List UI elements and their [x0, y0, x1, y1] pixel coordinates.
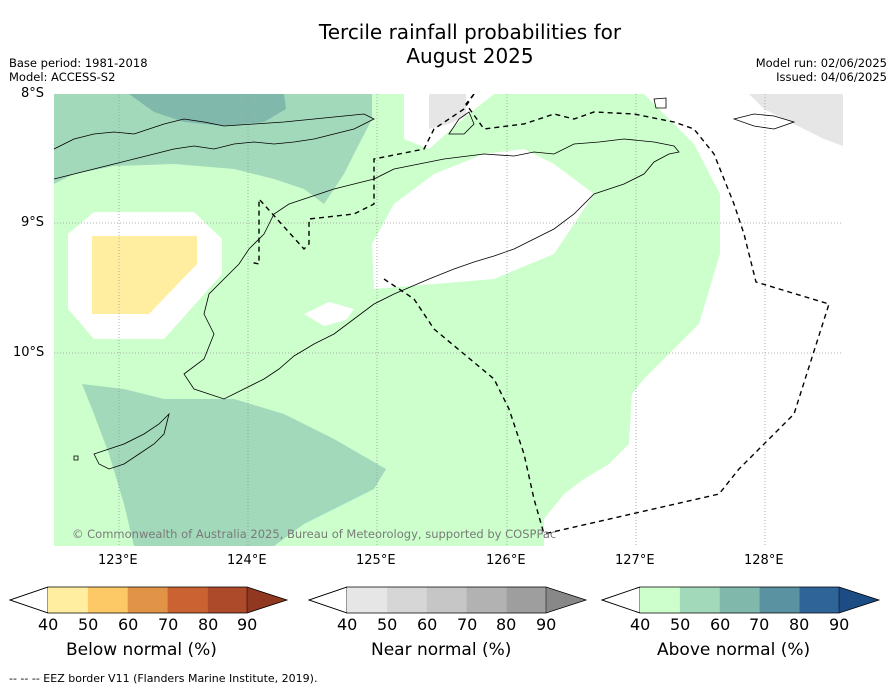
eez-border	[249, 94, 830, 535]
near-40-region-northeast	[749, 94, 843, 146]
near-colorbar-segment-3	[466, 587, 507, 613]
below-normal-label: Below normal (%)	[66, 640, 217, 660]
near-40-region-north	[429, 94, 466, 129]
cb-below-tick-60: 60	[118, 615, 139, 634]
lon-tick-126e: 126°E	[486, 553, 526, 568]
cb-near-tick-80: 80	[496, 615, 517, 634]
near-colorbar-segment-1	[386, 587, 427, 613]
cb-below-tick-70: 70	[158, 615, 179, 634]
cb-above-tick-60: 60	[710, 615, 731, 634]
cb-above-tick-70: 70	[749, 615, 770, 634]
above-colorbar-high-extension	[839, 587, 879, 613]
cb-above-tick-50: 50	[670, 615, 691, 634]
cb-below-tick-40: 40	[38, 615, 59, 634]
above-colorbar-segment-3	[759, 587, 800, 613]
below-colorbar-segment-2	[127, 587, 168, 613]
lat-tick-9s: 9°S	[21, 215, 45, 230]
colorbar-above	[600, 586, 881, 614]
above-colorbar-segment-0	[640, 587, 680, 613]
cb-below-tick-90: 90	[237, 615, 258, 634]
below-colorbar-high-extension	[247, 587, 287, 613]
cb-near-tick-60: 60	[417, 615, 438, 634]
above-colorbar-segment-4	[799, 587, 839, 613]
cb-near-tick-70: 70	[457, 615, 478, 634]
lon-tick-128e: 128°E	[744, 553, 784, 568]
graticule	[54, 94, 843, 546]
near-normal-label: Near normal (%)	[371, 640, 512, 660]
lat-tick-10s: 10°S	[13, 345, 45, 360]
cb-near-tick-90: 90	[536, 615, 557, 634]
near-colorbar-segment-4	[506, 587, 546, 613]
near-colorbar-segment-2	[426, 587, 467, 613]
map-title-line2: August 2025	[406, 44, 534, 68]
base-period-label: Base period: 1981-2018	[9, 56, 148, 70]
above-colorbar-segment-1	[679, 587, 720, 613]
above-colorbar-segment-2	[719, 587, 760, 613]
lon-tick-124e: 124°E	[227, 553, 267, 568]
lon-tick-125e: 125°E	[356, 553, 396, 568]
model-label: Model: ACCESS-S2	[9, 70, 116, 84]
cb-near-tick-40: 40	[337, 615, 358, 634]
cb-below-tick-80: 80	[198, 615, 219, 634]
cb-above-tick-90: 90	[829, 615, 850, 634]
below-colorbar-segment-0	[48, 587, 88, 613]
above-60-region-north	[129, 94, 286, 126]
lon-tick-123e: 123°E	[98, 553, 138, 568]
below-colorbar-segment-3	[167, 587, 208, 613]
near-colorbar-low-extension	[307, 586, 348, 614]
above-colorbar-low-extension	[600, 586, 641, 614]
probability-map: © Commonwealth of Australia 2025, Bureau…	[54, 94, 843, 546]
below-colorbar-segment-4	[207, 587, 247, 613]
lon-tick-127e: 127°E	[615, 553, 655, 568]
cb-near-tick-50: 50	[377, 615, 398, 634]
below-colorbar-low-extension	[8, 586, 49, 614]
map-title-line1: Tercile rainfall probabilities for	[318, 20, 622, 44]
above-normal-label: Above normal (%)	[657, 640, 811, 660]
model-run-label: Model run: 02/06/2025	[755, 56, 887, 70]
colorbar-below	[8, 586, 289, 614]
lat-tick-8s: 8°S	[21, 86, 45, 101]
coastline	[54, 97, 796, 470]
issued-label: Issued: 04/06/2025	[776, 70, 887, 84]
cb-below-tick-50: 50	[78, 615, 99, 634]
cb-above-tick-40: 40	[630, 615, 651, 634]
near-colorbar-segment-0	[347, 587, 387, 613]
below-colorbar-segment-1	[87, 587, 128, 613]
near-colorbar-high-extension	[546, 587, 586, 613]
below-40-region	[92, 236, 197, 314]
cb-above-tick-80: 80	[789, 615, 810, 634]
copyright-text: © Commonwealth of Australia 2025, Bureau…	[72, 527, 556, 541]
colorbar-near	[307, 586, 588, 614]
eez-legend-note: -- -- -- EEZ border V11 (Flanders Marine…	[9, 672, 318, 685]
